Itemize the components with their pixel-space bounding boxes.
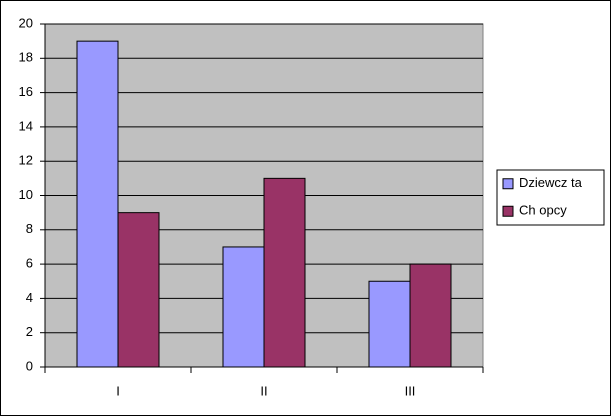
y-tick-label: 2 (26, 324, 33, 339)
y-tick-label: 4 (26, 290, 33, 305)
bar (409, 263, 452, 368)
y-tick-label: 6 (26, 256, 33, 271)
bar (76, 40, 119, 368)
y-tick-label: 14 (19, 118, 33, 133)
x-tick-label: II (260, 383, 267, 398)
legend-label: Ch opcy (519, 203, 567, 218)
legend (496, 169, 605, 226)
y-tick-label: 0 (26, 358, 33, 373)
legend-label: Dziewcz ta (519, 175, 583, 190)
y-tick-label: 18 (19, 50, 33, 65)
y-tick-label: 10 (19, 187, 33, 202)
y-tick-label: 16 (19, 84, 33, 99)
bar (263, 177, 306, 368)
x-tick-label: I (116, 383, 120, 398)
legend-swatch (502, 178, 514, 190)
y-tick-label: 20 (19, 15, 33, 30)
bar (368, 280, 411, 368)
bar (117, 212, 160, 368)
bar (222, 246, 265, 368)
y-tick-label: 8 (26, 221, 33, 236)
x-tick-label: III (405, 383, 416, 398)
legend-swatch (502, 205, 514, 217)
y-tick-label: 12 (19, 153, 33, 168)
